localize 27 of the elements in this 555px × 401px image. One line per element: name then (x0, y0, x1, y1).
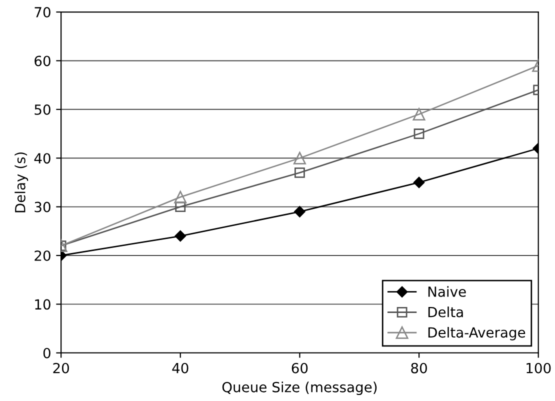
y-tick-label: 0 (43, 348, 50, 358)
legend-label: Delta (428, 306, 463, 318)
point (412, 108, 426, 121)
point (175, 202, 186, 212)
x-tick-label: 60 (292, 362, 308, 374)
point (293, 152, 306, 164)
legend-label: Naive (428, 286, 466, 297)
x-tick-label: 20 (53, 362, 69, 374)
point (413, 176, 425, 188)
point (174, 230, 186, 242)
point (294, 206, 306, 218)
x-tick-label: 40 (172, 362, 188, 374)
x-tick-label: 100 (526, 362, 551, 374)
y-tick-label: 60 (34, 56, 50, 66)
x-axis-title: Queue Size (message) (222, 382, 377, 396)
y-axis-title: Delay (s) (14, 152, 28, 212)
legend-label: Delta-Average (428, 326, 526, 340)
y-tick-label: 70 (34, 7, 50, 18)
point (294, 168, 305, 178)
y-tick-label: 40 (34, 153, 50, 164)
point (414, 128, 424, 139)
y-tick-label: 20 (34, 250, 50, 261)
y-tick-label: 10 (35, 299, 50, 310)
y-tick-label: 50 (34, 104, 50, 115)
y-tick-label: 30 (34, 202, 50, 212)
point (174, 190, 187, 204)
x-tick-label: 80 (411, 362, 427, 374)
